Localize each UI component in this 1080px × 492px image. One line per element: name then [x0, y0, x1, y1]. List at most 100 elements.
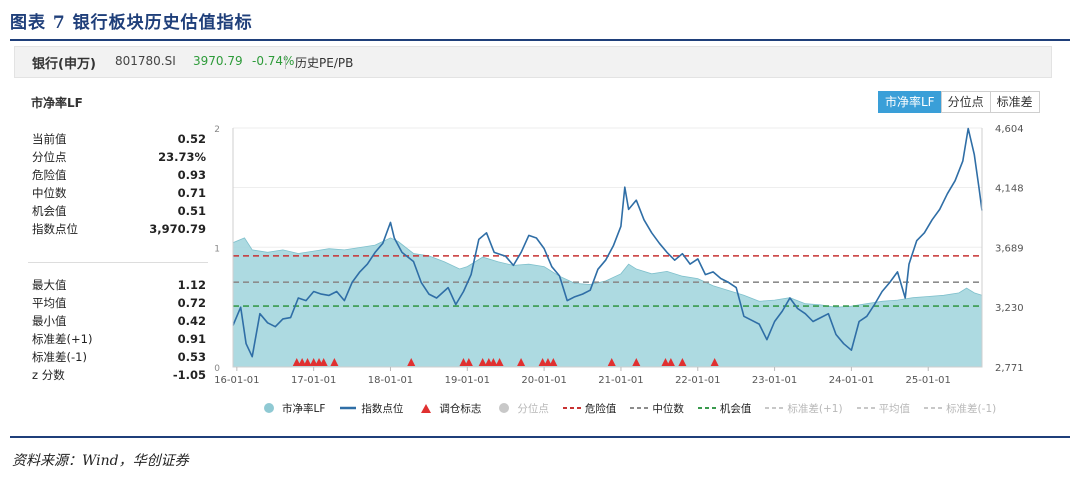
rebalance-marker — [489, 358, 498, 366]
source-note: 资料来源：Wind，华创证券 — [12, 453, 189, 469]
x-axis-tick-label: 25-01-01 — [906, 375, 951, 386]
rebalance-marker — [298, 358, 307, 366]
legend-triangle-icon — [421, 404, 432, 413]
stat-row: 最大值 1.12 — [32, 276, 206, 294]
legend-item[interactable]: 标准差(-1) — [924, 401, 996, 416]
legend-dot-icon — [264, 403, 274, 413]
left-axis-tick-label: 0 — [214, 364, 220, 374]
stat-row: 最小值 0.42 — [32, 312, 206, 330]
legend-item[interactable]: 机会值 — [697, 401, 751, 416]
legend-label: 标准差(-1) — [946, 402, 997, 415]
view-pe-pb-link[interactable]: 历史PE/PB — [295, 56, 354, 70]
x-axis-tick-label: 19-01-01 — [445, 375, 490, 386]
stat-row: 标准差(-1) 0.53 — [32, 348, 206, 366]
left-axis-tick-label: 2 — [214, 125, 220, 135]
legend-item[interactable]: 中位数 — [630, 401, 684, 416]
stat-value: 0.93 — [177, 168, 206, 182]
tab-percentile[interactable]: 分位点 — [940, 91, 991, 113]
title-rule — [10, 39, 1070, 41]
metric-title: 市净率LF — [31, 96, 83, 110]
legend-label: 市净率LF — [282, 402, 326, 415]
stat-label: 最小值 — [32, 314, 67, 328]
right-axis-tick-label: 2,771 — [995, 363, 1024, 374]
stat-label: 当前值 — [32, 132, 67, 146]
rebalance-marker — [517, 358, 526, 366]
legend-label: 危险值 — [584, 402, 617, 415]
stat-label: 指数点位 — [32, 222, 78, 236]
x-axis-tick-label: 21-01-01 — [598, 375, 643, 386]
stats-divider — [28, 262, 208, 263]
x-axis-tick-label: 22-01-01 — [675, 375, 720, 386]
legend-label: 平均值 — [878, 402, 911, 415]
legend-label: 分位点 — [517, 402, 549, 415]
chart-legend: 市净率LF 指数点位 调仓标志 分位点 危险值 中位数 机会值 标准差(+1) 平均值 标准差(-… — [260, 400, 1010, 416]
rebalance-marker — [464, 358, 473, 366]
legend-item[interactable]: 指数点位 — [339, 401, 403, 416]
stat-value: 23.73% — [158, 150, 206, 164]
stat-value: 0.91 — [177, 332, 206, 346]
legend-dash-icon — [924, 407, 943, 409]
rebalance-marker — [538, 358, 547, 366]
rebalance-marker — [330, 358, 339, 366]
right-axis-tick-label: 4,148 — [995, 183, 1024, 194]
stat-label: 机会值 — [32, 204, 67, 218]
stats-panel-top: 当前值 0.52 分位点 23.73% 危险值 0.93 中位数 0.71 机会值 0.51 指数点… — [32, 130, 206, 238]
rebalance-marker — [666, 358, 675, 366]
stat-value: 0.72 — [177, 296, 206, 310]
right-axis-tick-label: 3,689 — [995, 243, 1024, 254]
stat-label: 标准差(+1) — [32, 332, 93, 346]
stat-row: 分位点 23.73% — [32, 148, 206, 166]
figure-title: 图表 7 银行板块历史估值指标 — [10, 13, 253, 33]
rebalance-marker — [607, 358, 616, 366]
x-axis-tick-label: 18-01-01 — [368, 375, 413, 386]
valuation-chart: 0 1 2 2,771 3,230 3,689 4,148 4,604 16-01-01 17-0… — [214, 124, 1024, 386]
rebalance-marker — [303, 358, 312, 366]
index-header-bar: 银行(申万) 801780.SI 3970.79 -0.74% 历史PE/PB — [14, 46, 1052, 78]
rebalance-marker — [710, 358, 719, 366]
rebalance-marker — [292, 358, 301, 366]
metric-tabs: 市净率LF 分位点 标准差 — [878, 91, 1040, 113]
index-line-series — [232, 127, 983, 358]
rebalance-marker — [478, 358, 487, 366]
legend-dash-icon — [630, 407, 649, 409]
rebalance-marker — [678, 358, 687, 366]
stat-value: 0.51 — [177, 204, 206, 218]
rebalance-marker — [543, 358, 552, 366]
legend-item[interactable]: 分位点 — [495, 401, 549, 416]
legend-item[interactable]: 危险值 — [562, 401, 617, 416]
rebalance-marker — [459, 358, 468, 366]
stat-value: 3,970.79 — [149, 222, 206, 236]
stat-row: 当前值 0.52 — [32, 130, 206, 148]
index-price: 3970.79 — [193, 54, 243, 68]
stat-row: 机会值 0.51 — [32, 202, 206, 220]
right-axis-tick-label: 4,604 — [995, 124, 1024, 135]
legend-label: 标准差(+1) — [787, 402, 843, 415]
legend-label: 调仓标志 — [439, 402, 482, 415]
stat-value: 0.52 — [177, 132, 206, 146]
stat-row: 中位数 0.71 — [32, 184, 206, 202]
legend-item[interactable]: 平均值 — [856, 401, 911, 416]
x-axis-tick-label: 17-01-01 — [291, 375, 336, 386]
legend-item[interactable]: 标准差(+1) — [765, 401, 843, 416]
chart-panel: 银行(申万) 801780.SI 3970.79 -0.74% 历史PE/PB … — [14, 46, 1054, 418]
legend-label: 中位数 — [652, 402, 684, 415]
rebalance-marker — [549, 358, 558, 366]
stat-row: z 分数 -1.05 — [32, 366, 206, 384]
legend-item[interactable]: 市净率LF — [260, 401, 325, 416]
stat-label: 中位数 — [32, 186, 67, 200]
stat-label: 平均值 — [32, 296, 67, 310]
stat-label: 标准差(-1) — [32, 350, 87, 364]
stat-row: 指数点位 3,970.79 — [32, 220, 206, 238]
legend-dash-icon — [697, 407, 716, 409]
tab-pb-lf[interactable]: 市净率LF — [878, 91, 942, 113]
rebalance-marker — [632, 358, 641, 366]
rebalance-marker — [407, 358, 416, 366]
pb-area-series — [232, 237, 983, 368]
legend-item[interactable]: 调仓标志 — [417, 401, 481, 416]
stat-row: 标准差(+1) 0.91 — [32, 330, 206, 348]
legend-dash-icon — [562, 407, 581, 409]
tab-std-dev[interactable]: 标准差 — [989, 91, 1040, 113]
rebalance-marker — [319, 358, 328, 366]
source-rule — [10, 436, 1070, 438]
rebalance-marker — [495, 358, 504, 366]
